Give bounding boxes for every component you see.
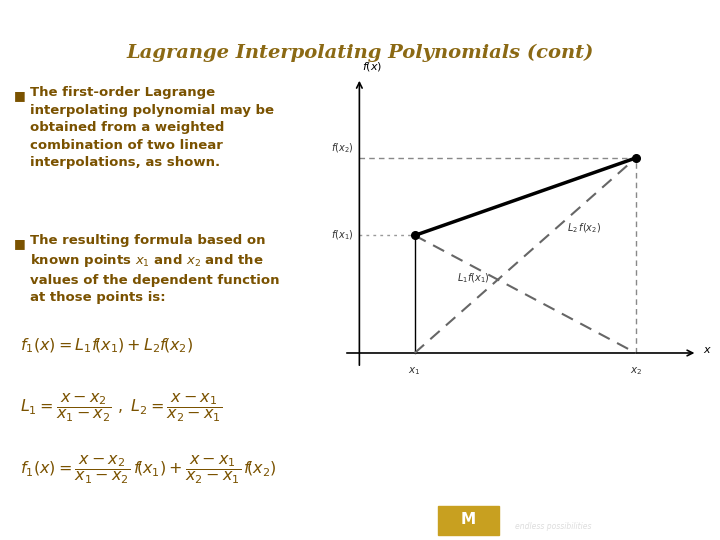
Text: $f_1(x) = L_1 f\!\left(x_1\right) + L_2 f\!\left(x_2\right)$: $f_1(x) = L_1 f\!\left(x_1\right) + L_2 … — [20, 337, 193, 355]
Text: $f(x_2)$: $f(x_2)$ — [330, 142, 354, 156]
Text: $f(x_1)$: $f(x_1)$ — [330, 228, 354, 242]
Text: $f_1(x) = \dfrac{x - x_2}{x_1 - x_2}\,f\!\left(x_1\right) + \dfrac{x - x_1}{x_2 : $f_1(x) = \dfrac{x - x_2}{x_1 - x_2}\,f\… — [20, 454, 277, 487]
Text: $L_2\, f(x_2)$: $L_2\, f(x_2)$ — [567, 221, 600, 235]
Text: Lagrange Interpolating Polynomials (cont): Lagrange Interpolating Polynomials (cont… — [126, 44, 594, 62]
Text: $x$: $x$ — [703, 346, 712, 355]
Text: $x_1$: $x_1$ — [408, 366, 421, 377]
Text: endless possibilities: endless possibilities — [516, 522, 592, 531]
Text: The resulting formula based on
known points $x_1$ and $x_2$ and the
values of th: The resulting formula based on known poi… — [30, 234, 279, 304]
Text: M: M — [461, 512, 476, 528]
Text: Montgomery College: Montgomery College — [516, 510, 629, 519]
Text: $f(x)$: $f(x)$ — [362, 60, 383, 73]
Bar — [438, 507, 498, 535]
Text: ES 240: Scientific and Engineering Computation.: ES 240: Scientific and Engineering Compu… — [9, 9, 333, 22]
Text: ■: ■ — [14, 89, 26, 102]
Text: $x_2$: $x_2$ — [630, 366, 642, 377]
Text: Interpolation: Interpolation — [633, 9, 711, 22]
Text: $L_1 f(x_1)$: $L_1 f(x_1)$ — [456, 271, 490, 285]
Text: $L_1 = \dfrac{x - x_2}{x_1 - x_2}\ ,\ L_2 = \dfrac{x - x_1}{x_2 - x_1}$: $L_1 = \dfrac{x - x_2}{x_1 - x_2}\ ,\ L_… — [20, 392, 222, 424]
Text: The first-order Lagrange
interpolating polynomial may be
obtained from a weighte: The first-order Lagrange interpolating p… — [30, 86, 274, 170]
Text: ■: ■ — [14, 237, 26, 249]
